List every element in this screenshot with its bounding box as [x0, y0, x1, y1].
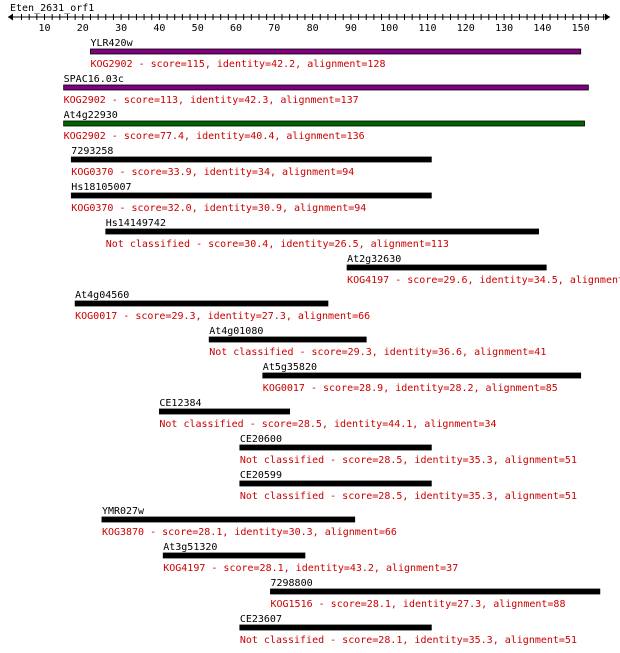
hit-name[interactable]: At4g22930	[64, 110, 118, 121]
axis-tick-label: 50	[192, 23, 204, 34]
axis-tick-label: 10	[38, 23, 50, 34]
hit-row: At4g04560 KOG0017 - score=29.3, identity=…	[74, 290, 370, 322]
axis-tick-label: 40	[153, 23, 165, 34]
hit-row: At4g01080 Not classified - score=29.3, id…	[208, 326, 546, 358]
hit-row: At4g22930 KOG2902 - score=77.4, identity=…	[63, 110, 585, 142]
hit-name[interactable]: CE20599	[240, 470, 282, 481]
axis-tick-label: 100	[380, 23, 398, 34]
hit-description[interactable]: KOG0017 - score=28.9, identity=28.2, ali…	[263, 383, 558, 394]
hit-description[interactable]: KOG4197 - score=29.6, identity=34.5, ali…	[347, 275, 620, 286]
hit-description[interactable]: KOG1516 - score=28.1, identity=27.3, ali…	[270, 599, 565, 610]
hit-description[interactable]: Not classified - score=28.1, identity=35…	[240, 635, 577, 646]
axis-tick-label: 140	[533, 23, 551, 34]
axis-left-arrow	[8, 13, 13, 21]
hit-name[interactable]: YLR420w	[90, 38, 133, 49]
sequence-axis: 10 20 30 40 50 60 70 80 90 100 110 120 130 140 150	[8, 13, 610, 34]
hit-name[interactable]: At4g04560	[75, 290, 129, 301]
hit-description[interactable]: Not classified - score=30.4, identity=26…	[106, 239, 449, 250]
hit-bar[interactable]	[101, 516, 356, 523]
hit-name[interactable]: Hs18105007	[71, 182, 131, 193]
hit-name[interactable]: At3g51320	[163, 542, 217, 553]
hit-name[interactable]: 7298800	[270, 578, 312, 589]
hit-list: YLR420w KOG2902 - score=115, identity=42.…	[63, 38, 620, 646]
hit-bar[interactable]	[74, 300, 329, 307]
hit-bar[interactable]	[162, 552, 306, 559]
hit-bar[interactable]	[239, 624, 432, 631]
hit-bar[interactable]	[208, 336, 367, 343]
hit-bar[interactable]	[105, 228, 539, 235]
axis-tick-label: 120	[457, 23, 475, 34]
hit-description[interactable]: KOG3870 - score=28.1, identity=30.3, ali…	[102, 527, 397, 538]
axis-tick-label: 80	[307, 23, 319, 34]
axis-tick-label: 60	[230, 23, 242, 34]
axis-right-arrow	[605, 13, 610, 21]
hit-name[interactable]: YMR027w	[102, 506, 145, 517]
hit-row: SPAC16.03c KOG2902 - score=113, identity=…	[63, 74, 589, 106]
axis-tick-label: 90	[345, 23, 357, 34]
hit-row: At3g51320 KOG4197 - score=28.1, identity=…	[162, 542, 458, 574]
hit-row: YMR027w KOG3870 - score=28.1, identity=30…	[101, 506, 397, 538]
hit-description[interactable]: KOG2902 - score=115, identity=42.2, alig…	[90, 59, 385, 70]
hit-name[interactable]: SPAC16.03c	[64, 74, 124, 85]
hit-row: Hs14149742 Not classified - score=30.4, i…	[105, 218, 539, 250]
hit-row: CE20599 Not classified - score=28.5, iden…	[239, 470, 577, 502]
hit-description[interactable]: Not classified - score=28.5, identity=35…	[240, 455, 577, 466]
hit-name[interactable]: CE12384	[159, 398, 201, 409]
hit-row: At5g35820 KOG0017 - score=28.9, identity=…	[262, 362, 582, 394]
hit-name[interactable]: CE20600	[240, 434, 282, 445]
hit-bar[interactable]	[63, 120, 585, 127]
hit-row: At2g32630 KOG4197 - score=29.6, identity=…	[346, 254, 620, 286]
hit-row: CE23607 Not classified - score=28.1, iden…	[239, 614, 577, 646]
hit-bar[interactable]	[239, 480, 432, 487]
hit-bar[interactable]	[63, 84, 589, 91]
hit-bar[interactable]	[346, 264, 547, 271]
hit-bar[interactable]	[90, 48, 582, 55]
hit-row: YLR420w KOG2902 - score=115, identity=42.…	[90, 38, 582, 70]
hit-bar[interactable]	[70, 156, 432, 163]
axis-tick-label: 150	[572, 23, 590, 34]
hit-row: CE20600 Not classified - score=28.5, iden…	[239, 434, 577, 466]
axis-tick-label: 70	[268, 23, 280, 34]
hit-row: Hs18105007 KOG0370 - score=32.0, identity…	[70, 182, 432, 214]
hit-description[interactable]: KOG0370 - score=33.9, identity=34, align…	[71, 167, 354, 178]
axis-tick-label: 110	[418, 23, 436, 34]
hit-name[interactable]: CE23607	[240, 614, 282, 625]
hit-name[interactable]: 7293258	[71, 146, 113, 157]
axis-tick-label: 30	[115, 23, 127, 34]
hit-row: 7298800 KOG1516 - score=28.1, identity=27…	[270, 578, 601, 610]
hit-bar[interactable]	[239, 444, 432, 451]
hit-name[interactable]: At2g32630	[347, 254, 401, 265]
axis-tick-label: 130	[495, 23, 513, 34]
query-title: Eten_2631_orf1	[10, 3, 94, 14]
hit-row: 7293258 KOG0370 - score=33.9, identity=34…	[70, 146, 432, 178]
hit-description[interactable]: Not classified - score=28.5, identity=35…	[240, 491, 577, 502]
hit-name[interactable]: At4g01080	[209, 326, 263, 337]
hit-bar[interactable]	[270, 588, 601, 595]
hit-bar[interactable]	[70, 192, 432, 199]
hit-description[interactable]: KOG0017 - score=29.3, identity=27.3, ali…	[75, 311, 370, 322]
hit-description[interactable]: KOG2902 - score=113, identity=42.3, alig…	[64, 95, 359, 106]
hit-row: CE12384 Not classified - score=28.5, iden…	[158, 398, 497, 430]
hit-name[interactable]: Hs14149742	[106, 218, 166, 229]
hit-description[interactable]: Not classified - score=28.5, identity=44…	[159, 419, 496, 430]
hit-description[interactable]: Not classified - score=29.3, identity=36…	[209, 347, 546, 358]
hit-description[interactable]: KOG4197 - score=28.1, identity=43.2, ali…	[163, 563, 458, 574]
hit-bar[interactable]	[158, 408, 291, 415]
hit-bar[interactable]	[262, 372, 582, 379]
hit-name[interactable]: At5g35820	[263, 362, 317, 373]
axis-tick-label: 20	[77, 23, 89, 34]
hit-description[interactable]: KOG2902 - score=77.4, identity=40.4, ali…	[64, 131, 365, 142]
hit-description[interactable]: KOG0370 - score=32.0, identity=30.9, ali…	[71, 203, 366, 214]
